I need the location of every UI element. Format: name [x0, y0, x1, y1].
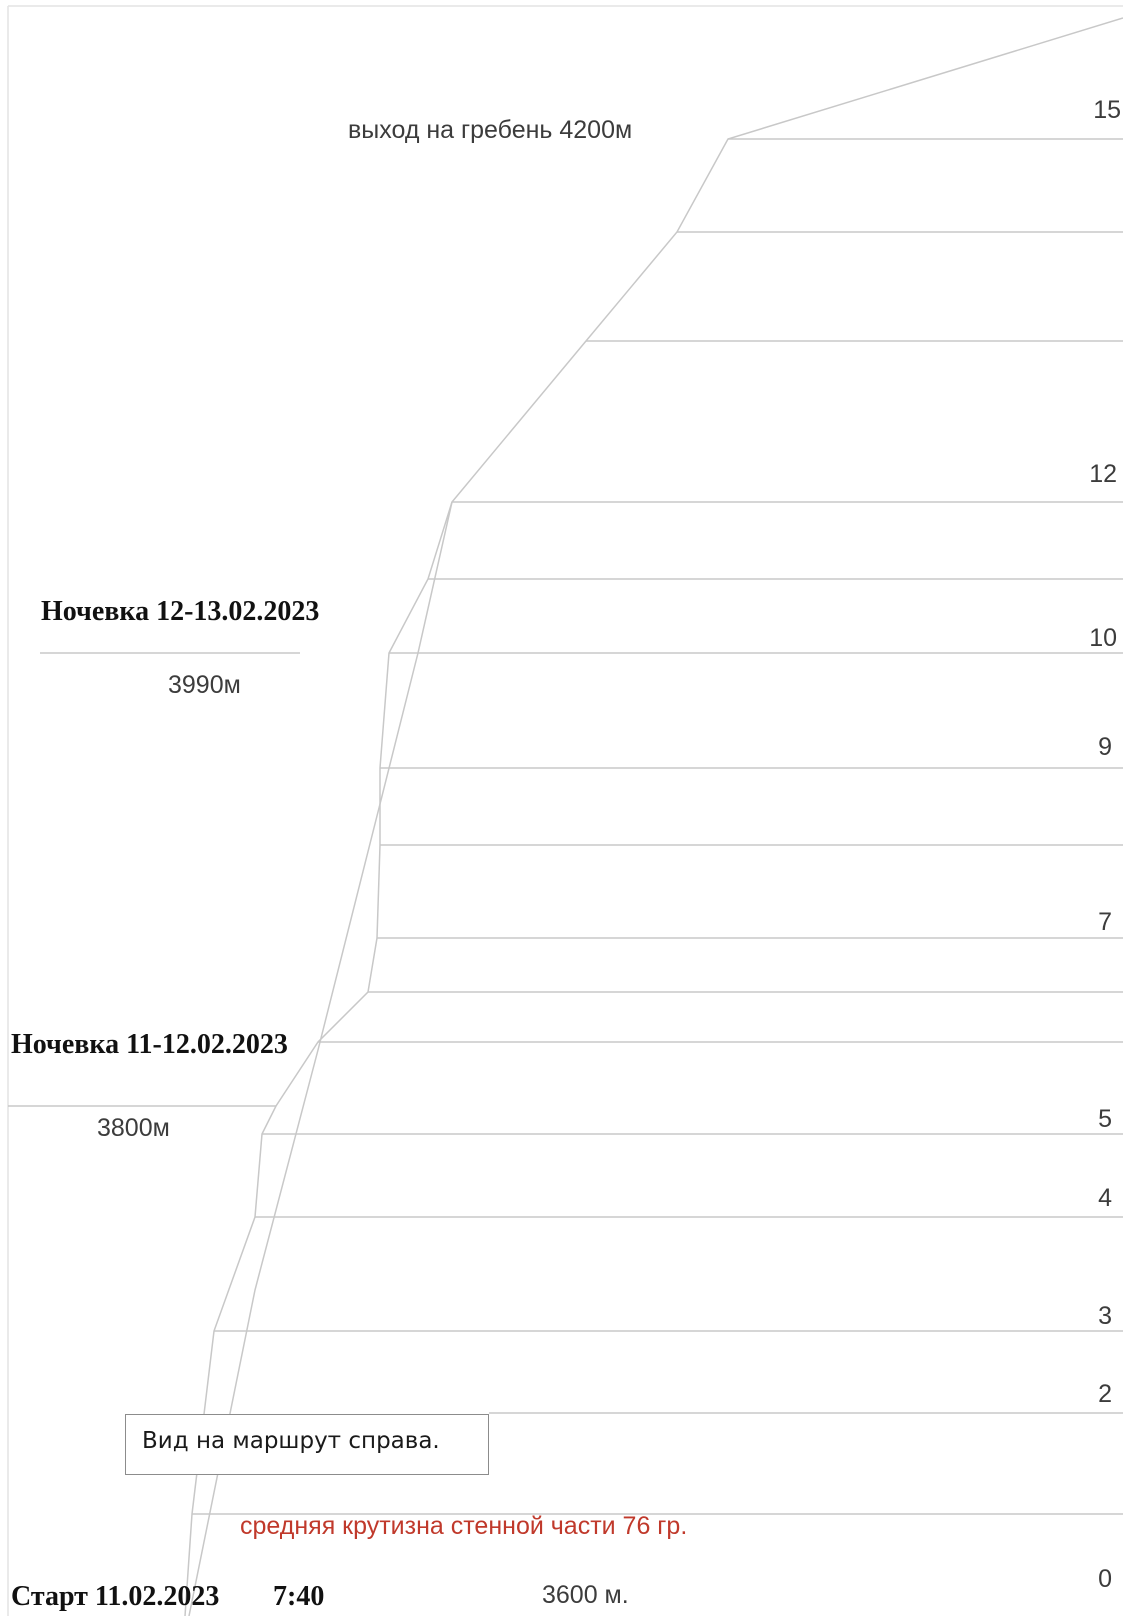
- pitch-number: 10: [1089, 624, 1117, 652]
- pitch-number: 9: [1098, 733, 1112, 761]
- route-profile-line: [184, 17, 1123, 1616]
- base-altitude-label: 3600 м.: [542, 1581, 629, 1609]
- pitch-number: 12: [1089, 460, 1117, 488]
- pitch-number: 15: [1093, 96, 1121, 124]
- pitch-number: 0: [1098, 1565, 1112, 1593]
- start-label: Старт 11.02.2023: [11, 1581, 219, 1612]
- steepness-label: средняя крутизна стенной части 76 гр.: [240, 1512, 687, 1540]
- start-time-label: 7:40: [273, 1581, 324, 1612]
- caption-text: Вид на маршрут справа.: [142, 1428, 440, 1454]
- pitch-number: 4: [1098, 1184, 1112, 1212]
- pitch-number: 5: [1098, 1105, 1112, 1133]
- bivouac-2-altitude: 3990м: [168, 671, 241, 699]
- bivouac-2-title: Ночевка 12-13.02.2023: [41, 596, 319, 627]
- pitch-number: 3: [1098, 1302, 1112, 1330]
- climb-line: [188, 501, 453, 1616]
- pitch-lines: [8, 138, 1123, 1515]
- pitch-number: 2: [1098, 1380, 1112, 1408]
- caption-box: Вид на маршрут справа.: [125, 1414, 489, 1475]
- pitch-number: 7: [1098, 908, 1112, 936]
- bivouac-1-altitude: 3800м: [97, 1114, 170, 1142]
- ridge-exit-label: выход на гребень 4200м: [348, 116, 632, 144]
- bivouac-1-title: Ночевка 11-12.02.2023: [11, 1029, 288, 1060]
